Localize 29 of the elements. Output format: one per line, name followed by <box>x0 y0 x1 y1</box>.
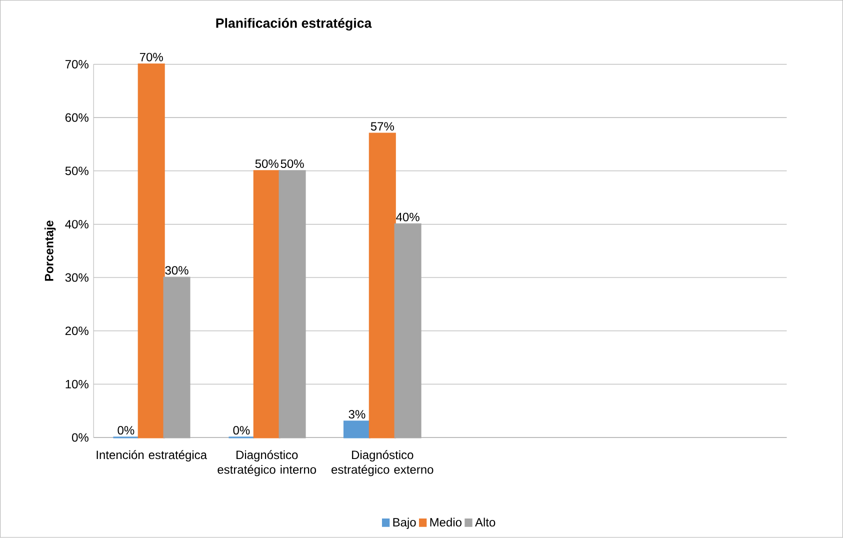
y-tick-label: 70% <box>65 60 88 69</box>
x-tick-label: Diagnóstico estratégico interno <box>218 450 316 476</box>
y-axis-title: Porcentaje <box>44 220 56 281</box>
data-label: 50% <box>255 160 278 168</box>
y-tick-label: 60% <box>65 113 88 122</box>
data-label: 3% <box>348 410 366 419</box>
data-label: 30% <box>165 266 188 275</box>
y-tick-label: 0% <box>72 433 88 442</box>
x-tick-label: Diagnóstico estratégico externo <box>332 450 434 476</box>
legend-label: Bajo <box>393 518 416 530</box>
x-tick-label: Intención estratégica <box>96 450 208 462</box>
y-tick-label: 50% <box>65 166 88 176</box>
legend-label: Alto <box>475 518 496 527</box>
data-label: 70% <box>140 52 163 62</box>
data-label: 40% <box>396 212 420 222</box>
legend-label: Medio <box>430 518 462 527</box>
y-tick-label: 10% <box>66 380 88 389</box>
data-label: 0% <box>233 426 250 435</box>
y-tick-label: 30% <box>65 273 88 282</box>
bar <box>343 420 370 438</box>
y-tick-label: 20% <box>65 326 88 336</box>
bar <box>253 170 280 438</box>
bar <box>138 64 165 438</box>
bar <box>368 132 396 438</box>
data-label: 0% <box>118 426 134 435</box>
chart-title: Planificación estratégica <box>216 18 372 31</box>
y-tick-label: 40% <box>65 220 88 229</box>
data-label: 57% <box>370 122 394 131</box>
data-label: 50% <box>280 160 304 168</box>
